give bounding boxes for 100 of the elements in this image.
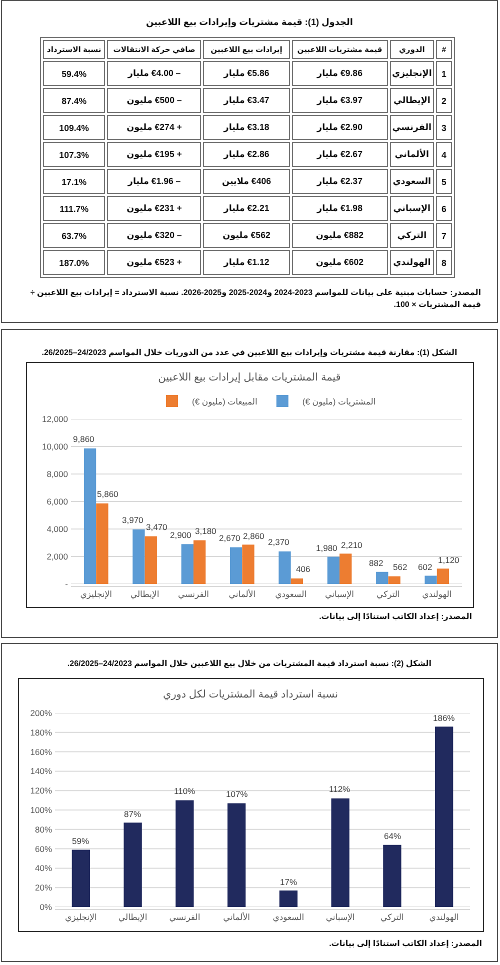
chart-title: الشكل (2): نسبة استرداد قيمة المشتريات من خلال بيع اللاعبين خلال المواسم 24/2023–26/2025.	[66, 659, 433, 668]
bar	[279, 890, 298, 907]
y-tick-label: 160%	[30, 746, 52, 757]
category-label: الإنجليزي	[392, 68, 432, 78]
data-label: 2,370	[268, 537, 290, 547]
text: المصدر: حسابات مبنية على بيانات للمواسم 2023-2024 و2024-2025 و2025-2026. نسبة الاسترداد = إيرادات بيع اللاعبين ÷ قيمة المشتريات × 100.	[29, 287, 481, 311]
legend-label: المبيعات (مليون €)	[192, 396, 258, 408]
y-tick-label: 60%	[34, 844, 52, 854]
x-tick-label: التركي	[376, 589, 400, 600]
x-tick-label: الألماني	[223, 911, 250, 924]
data-label: 4	[442, 150, 446, 160]
data-label: 64%	[384, 831, 402, 841]
bar	[84, 448, 96, 584]
data-label: €562 مليون	[222, 230, 270, 240]
bar	[193, 540, 206, 584]
data-label: 406	[296, 564, 310, 574]
data-label: 59%	[72, 836, 90, 846]
category-label: الفرنسي	[392, 122, 432, 132]
data-label: 110%	[174, 786, 196, 796]
y-tick-label: -	[65, 578, 68, 589]
x-tick-label: الألماني	[228, 588, 256, 600]
bar	[124, 822, 142, 907]
x-tick-label: الإسباني	[326, 912, 355, 924]
data-label: + €274 مليون	[126, 122, 182, 132]
chart-subtitle: قيمة المشتريات مقابل إيرادات بيع اللاعبين	[158, 372, 341, 384]
data-label: 602	[418, 562, 432, 572]
data-label: €5.86 مليار	[224, 68, 270, 78]
data-label: €1.98 مليار	[317, 203, 362, 213]
bar	[290, 578, 304, 584]
data-label: €9.86 مليار	[317, 68, 362, 78]
data-label: €882 مليون	[316, 230, 364, 240]
data-label: – €500 مليون	[126, 95, 182, 105]
x-tick-label: الإسباني	[325, 589, 354, 600]
bar	[176, 800, 194, 907]
x-tick-label: السعودي	[272, 912, 304, 924]
x-tick-label: الإنجليزي	[80, 589, 112, 600]
data-label: 87%	[124, 809, 142, 819]
data-label: + €523 مليون	[126, 257, 182, 267]
data-label: + €231 مليون	[126, 203, 182, 213]
data-label: €1.12 مليار	[224, 257, 270, 267]
bar	[278, 551, 291, 584]
bar	[96, 503, 108, 584]
data-label: – €1.96 مليار	[128, 176, 181, 186]
data-label: 87.4%	[62, 96, 87, 106]
y-tick-label: 0%	[40, 902, 52, 912]
bar	[436, 568, 450, 584]
data-label: €2.37 مليار	[317, 176, 362, 186]
data-label: €2.21 مليار	[224, 203, 270, 213]
category-label: الإسباني	[393, 203, 431, 213]
data-label: 6	[442, 204, 446, 214]
y-tick-label: 100%	[30, 804, 52, 815]
x-tick-label: الإيطالي	[118, 912, 148, 924]
data-label: 1,120	[438, 555, 460, 565]
category-label: التركي	[397, 230, 427, 240]
data-label: €3.47 مليار	[224, 95, 270, 105]
text: المصدر: إعداد الكاتب استنادًا إلى بيانات.	[318, 611, 472, 623]
bar	[227, 803, 246, 907]
x-tick-label: الهولندي	[422, 589, 452, 600]
data-label: €406 ملايين	[222, 176, 271, 186]
data-label: – €320 مليون	[126, 230, 182, 240]
data-label: €2.67 مليار	[317, 149, 362, 159]
data-label: 5	[442, 176, 446, 186]
data-label: 17%	[280, 877, 298, 887]
bar	[144, 536, 157, 584]
y-tick-label: 140%	[30, 766, 52, 776]
data-label: – €4.00 مليار	[128, 68, 181, 78]
x-tick-label: الإنجليزي	[65, 912, 97, 924]
y-tick-label: 200%	[30, 708, 52, 718]
category-label: الهولندي	[393, 257, 431, 267]
y-tick-label: 120%	[30, 786, 52, 796]
data-label: 5,860	[97, 489, 119, 499]
category-label: السعودي	[392, 176, 432, 186]
bar	[181, 544, 194, 584]
y-tick-label: 4,000	[46, 524, 68, 534]
y-tick-label: 12,000	[42, 414, 68, 424]
data-label: 2,860	[243, 531, 265, 541]
data-label: 187.0%	[59, 258, 90, 268]
y-tick-label: 180%	[30, 727, 52, 738]
bar	[132, 529, 145, 584]
data-label: 111.7%	[60, 204, 89, 214]
y-tick-label: 2,000	[46, 551, 68, 562]
x-tick-label: الإيطالي	[130, 589, 160, 600]
data-label: + €195 مليون	[126, 149, 182, 159]
y-tick-label: 20%	[34, 882, 52, 893]
legend-label: المشتريات (مليون €)	[302, 396, 376, 408]
data-label: 2,670	[219, 533, 241, 543]
data-label: 17.1%	[62, 176, 87, 186]
x-tick-label: الهولندي	[429, 912, 459, 924]
data-label: 112%	[329, 784, 351, 794]
data-label: 8	[442, 258, 446, 268]
x-tick-label: السعودي	[275, 589, 307, 600]
data-label: 63.7%	[62, 230, 87, 240]
data-label: 186%	[433, 713, 456, 723]
y-tick-label: 10,000	[42, 441, 68, 452]
bar	[230, 547, 242, 584]
x-tick-label: التركي	[380, 912, 404, 924]
data-label: 109.4%	[59, 122, 90, 132]
bar	[388, 576, 400, 584]
data-label: 7	[442, 230, 446, 240]
bar	[434, 726, 454, 907]
